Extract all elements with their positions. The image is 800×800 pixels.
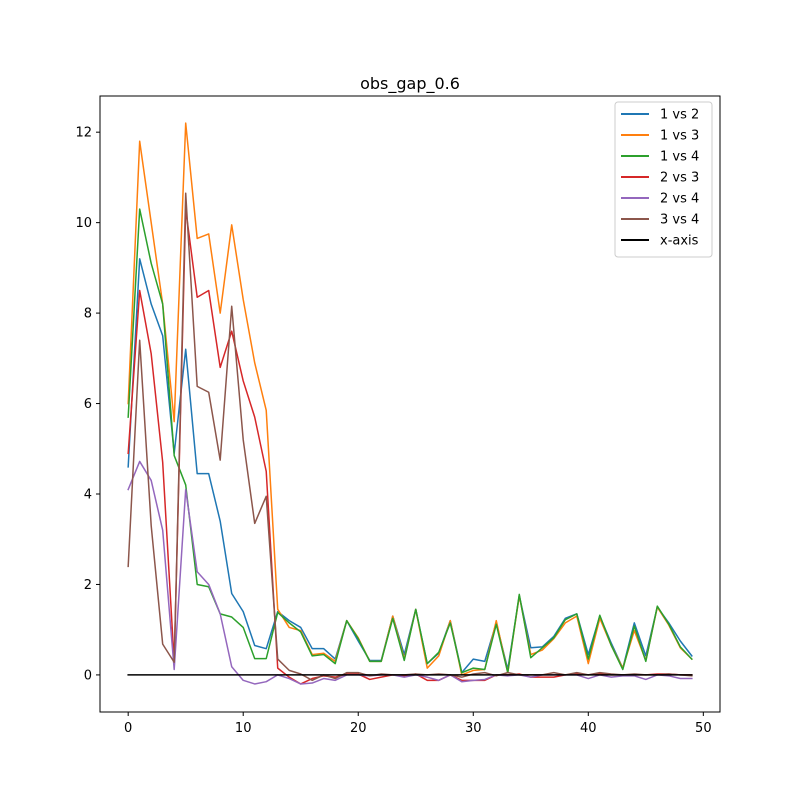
x-tick-label: 10 bbox=[235, 721, 252, 736]
y-axis-ticks: 0 2 4 6 8 10 12 bbox=[75, 126, 100, 683]
y-tick-label: 4 bbox=[84, 488, 92, 503]
series-line-1-vs-4 bbox=[127, 208, 693, 674]
plot-lines bbox=[127, 122, 693, 685]
legend-label-1-vs-4: 1 vs 4 bbox=[660, 150, 699, 165]
chart-title: obs_gap_0.6 bbox=[360, 74, 460, 94]
legend: 1 vs 2 1 vs 3 1 vs 4 2 vs 3 2 vs 4 3 vs 4 x-ax… bbox=[614, 101, 713, 258]
x-tick-label: 40 bbox=[580, 721, 597, 736]
y-tick-label: 6 bbox=[84, 397, 92, 412]
legend-label-1-vs-3: 1 vs 3 bbox=[660, 129, 699, 144]
y-tick-label: 8 bbox=[84, 307, 92, 322]
x-tick-label: 30 bbox=[465, 721, 482, 736]
legend-label-x-axis: x-axis bbox=[660, 234, 699, 249]
legend-label-3-vs-4: 3 vs 4 bbox=[660, 213, 699, 228]
y-tick-label: 0 bbox=[84, 668, 92, 683]
x-axis-ticks: 0 10 20 30 40 50 bbox=[124, 712, 712, 736]
y-tick-label: 12 bbox=[75, 126, 92, 141]
legend-label-2-vs-3: 2 vs 3 bbox=[660, 171, 699, 186]
x-tick-label: 0 bbox=[124, 721, 132, 736]
x-tick-label: 50 bbox=[695, 721, 712, 736]
legend-label-2-vs-4: 2 vs 4 bbox=[660, 192, 699, 207]
y-tick-label: 10 bbox=[75, 216, 92, 231]
legend-label-1-vs-2: 1 vs 2 bbox=[660, 108, 699, 123]
y-tick-label: 2 bbox=[84, 578, 92, 593]
x-tick-label: 20 bbox=[350, 721, 367, 736]
